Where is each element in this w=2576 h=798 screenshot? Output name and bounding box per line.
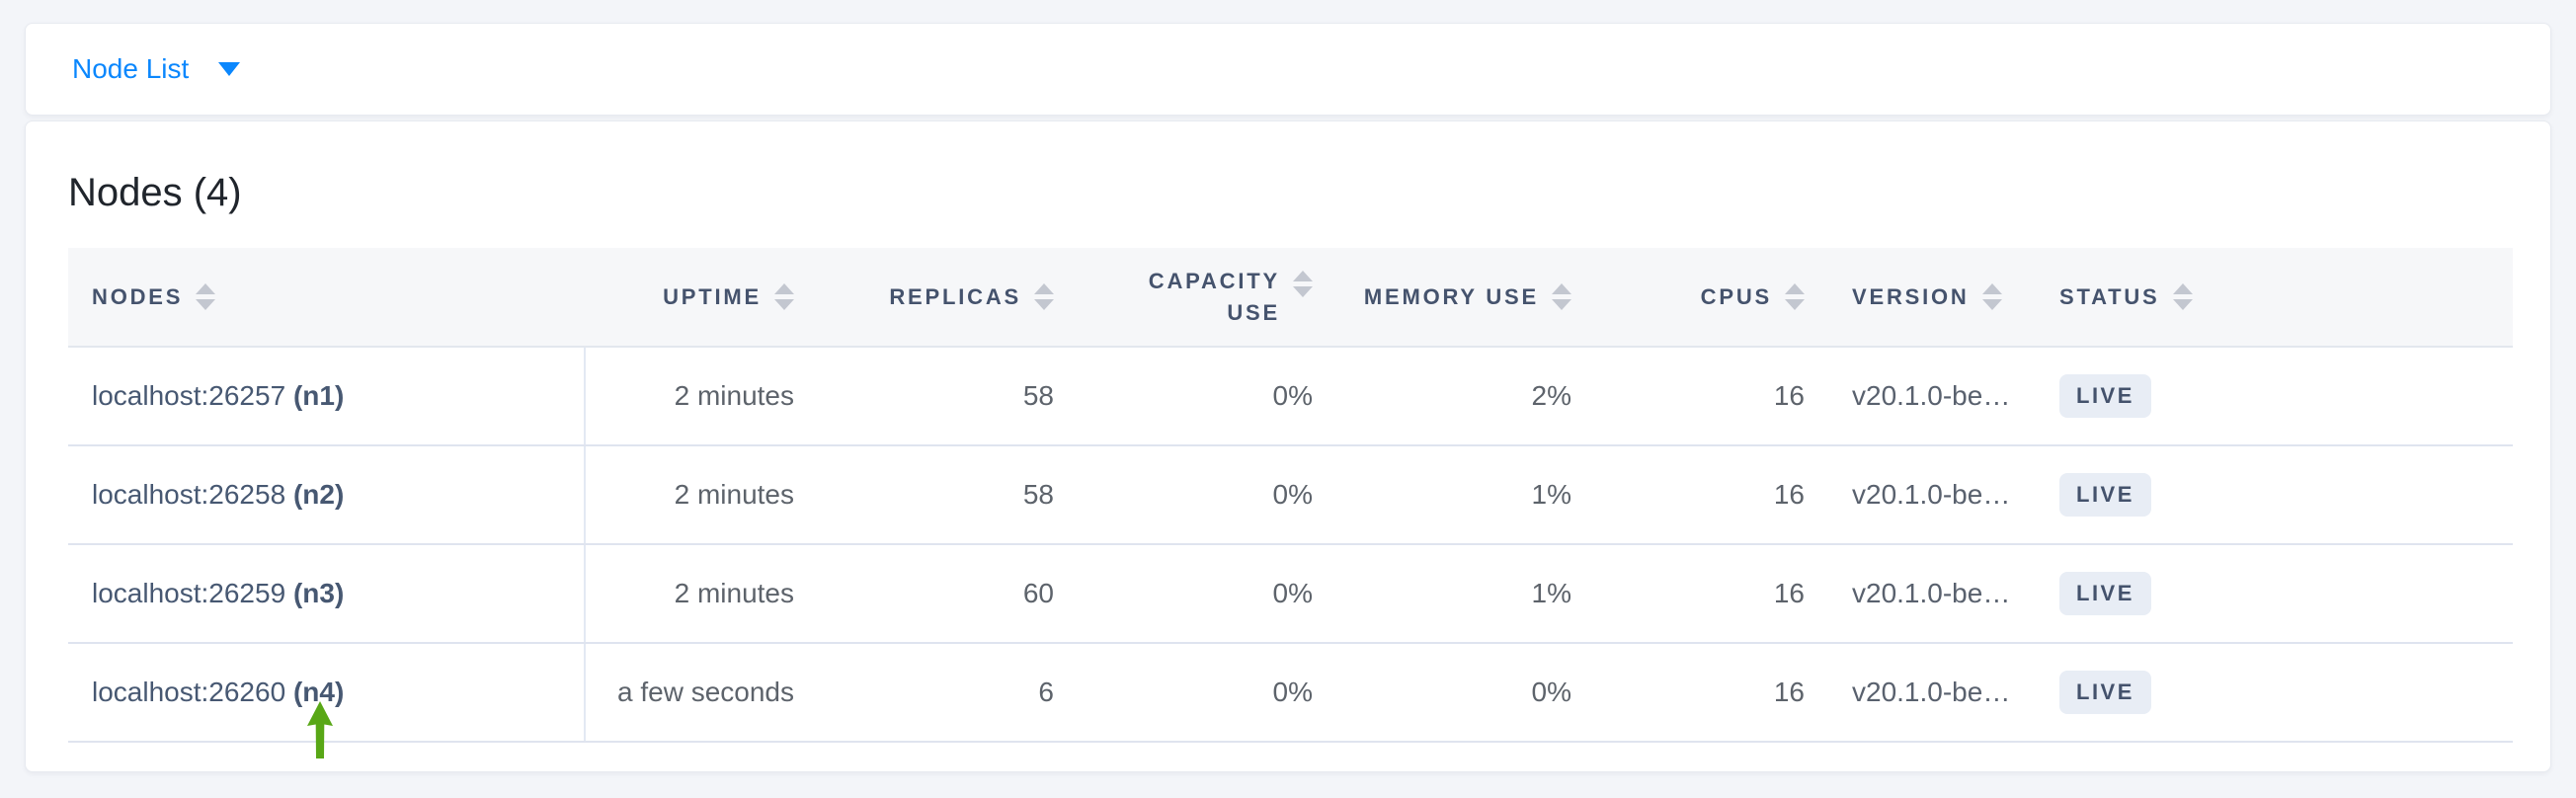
nodes-table-wrapper: NODES UPTIME REPLICAS CAPACITY USE MEMORY US… [68,248,2513,743]
node-address: localhost:26259 [92,578,286,608]
memory-use-cell: 2% [1336,347,1595,446]
column-header-cpus[interactable]: CPUS [1595,248,1828,348]
column-header-capacity-use[interactable]: CAPACITY USE [1078,248,1336,348]
view-switcher-bar: Node List [25,23,2551,116]
node-id: (n4) [292,677,345,707]
capacity-use-cell: 0% [1078,347,1336,446]
table-header-row: NODES UPTIME REPLICAS CAPACITY USE MEMORY US… [68,248,2513,348]
column-header-label: CAPACITY USE [1148,268,1280,325]
node-address-cell: localhost:26260 (n4) [68,643,586,743]
replicas-cell: 58 [818,347,1078,446]
node-id: (n1) [292,380,345,411]
status-badge: LIVE [2059,572,2151,615]
table-row[interactable]: localhost:26260 (n4) a few seconds 6 0% 0% 16… [68,643,2513,743]
node-id: (n3) [292,578,345,608]
cpus-cell: 16 [1595,445,1828,545]
cpus-cell: 16 [1595,544,1828,644]
column-header-version[interactable]: VERSION [1828,248,2036,348]
node-list-dropdown[interactable]: Node List [72,53,241,84]
node-address: localhost:26258 [92,479,286,510]
caret-down-icon [218,62,241,76]
node-address-cell: localhost:26259 (n3) [68,544,586,644]
version-cell: v20.1.0-bet… [1828,544,2036,644]
node-link[interactable]: localhost:26257 (n1) [92,380,344,411]
uptime-cell: 2 minutes [585,544,818,644]
node-address-cell: localhost:26258 (n2) [68,445,586,545]
sort-icon [1552,283,1571,310]
status-cell: LIVE [2036,643,2513,743]
nodes-table: NODES UPTIME REPLICAS CAPACITY USE MEMORY US… [68,248,2513,743]
column-header-status[interactable]: STATUS [2036,248,2513,348]
sort-icon [1293,270,1313,297]
version-cell: v20.1.0-bet… [1828,445,2036,545]
replicas-cell: 58 [818,445,1078,545]
capacity-use-cell: 0% [1078,445,1336,545]
column-header-uptime[interactable]: UPTIME [585,248,818,348]
sort-icon [1034,283,1054,310]
capacity-use-cell: 0% [1078,544,1336,644]
status-cell: LIVE [2036,347,2513,446]
node-id: (n2) [292,479,345,510]
arrow-up-icon [307,701,333,758]
column-header-label: VERSION [1852,283,1970,309]
table-row[interactable]: localhost:26258 (n2) 2 minutes 58 0% 1% 16 v20… [68,445,2513,545]
column-header-label: CPUS [1700,283,1772,309]
column-header-replicas[interactable]: REPLICAS [818,248,1078,348]
sort-icon [196,283,216,310]
column-header-label: STATUS [2059,283,2160,309]
status-cell: LIVE [2036,445,2513,545]
node-address: localhost:26260 [92,677,286,707]
column-header-label: REPLICAS [889,283,1021,309]
sort-icon [1785,283,1805,310]
capacity-use-cell: 0% [1078,643,1336,743]
status-cell: LIVE [2036,544,2513,644]
memory-use-cell: 0% [1336,643,1595,743]
node-address-cell: localhost:26257 (n1) [68,347,586,446]
node-address: localhost:26257 [92,380,286,411]
column-header-label: NODES [92,283,184,309]
node-link[interactable]: localhost:26258 (n2) [92,479,344,510]
column-header-label: UPTIME [663,283,762,309]
memory-use-cell: 1% [1336,544,1595,644]
column-header-nodes[interactable]: NODES [68,248,585,348]
cpus-cell: 16 [1595,643,1828,743]
node-link[interactable]: localhost:26260 (n4) [92,677,344,707]
sort-icon [1981,283,2002,310]
cpus-cell: 16 [1595,347,1828,446]
column-header-label: MEMORY USE [1363,283,1539,309]
table-row[interactable]: localhost:26257 (n1) 2 minutes 58 0% 2% 16 v20… [68,347,2513,446]
uptime-cell: 2 minutes [585,445,818,545]
status-badge: LIVE [2059,671,2151,714]
status-badge: LIVE [2059,374,2151,418]
memory-use-cell: 1% [1336,445,1595,545]
uptime-cell: 2 minutes [585,347,818,446]
sort-icon [2172,283,2193,310]
node-link[interactable]: localhost:26259 (n3) [92,578,344,608]
table-row[interactable]: localhost:26259 (n3) 2 minutes 60 0% 1% 16 v20… [68,544,2513,644]
uptime-cell: a few seconds [585,643,818,743]
replicas-cell: 60 [818,544,1078,644]
version-cell: v20.1.0-bet… [1828,643,2036,743]
status-badge: LIVE [2059,473,2151,517]
nodes-panel: Nodes (4) NODES UPTIME REPLICAS CAPACITY US… [25,120,2551,772]
column-header-memory-use[interactable]: MEMORY USE [1336,248,1595,348]
replicas-cell: 6 [818,643,1078,743]
page-title: Nodes (4) [68,171,242,214]
view-dropdown-label: Node List [72,53,190,84]
sort-icon [774,283,794,310]
version-cell: v20.1.0-bet… [1828,347,2036,446]
